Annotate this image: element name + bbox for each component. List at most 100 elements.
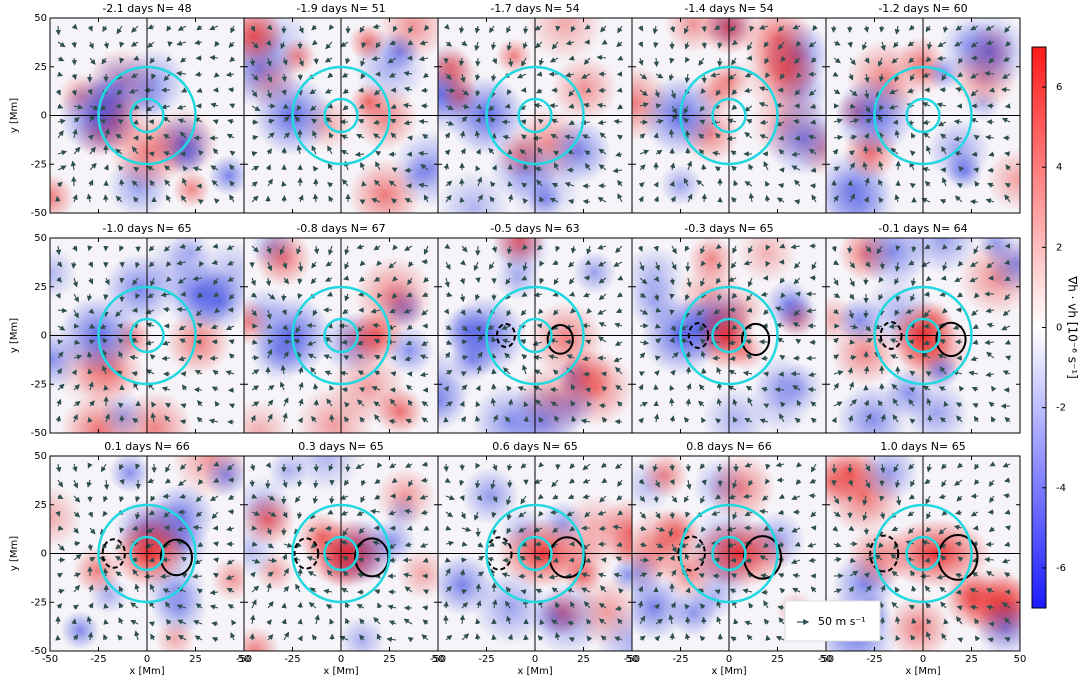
velocity-arrow	[227, 87, 235, 93]
velocity-arrow	[699, 105, 706, 112]
velocity-arrow	[298, 194, 304, 203]
velocity-arrow	[459, 130, 466, 139]
velocity-arrow	[669, 632, 675, 641]
velocity-arrow	[406, 151, 413, 157]
velocity-arrow	[488, 147, 495, 155]
velocity-arrow	[460, 73, 466, 83]
velocity-arrow	[862, 41, 868, 51]
velocity-arrow	[764, 194, 771, 203]
panel-title: 0.6 days N= 65	[492, 440, 577, 453]
velocity-arrow	[670, 89, 676, 100]
velocity-arrow	[229, 103, 236, 109]
velocity-arrow	[926, 145, 932, 155]
y-tick-label: -50	[31, 208, 47, 219]
velocity-arrow	[761, 589, 769, 595]
velocity-arrow	[488, 105, 495, 112]
velocity-arrow	[163, 165, 171, 171]
velocity-arrow	[669, 180, 675, 187]
x-tick-label: 25	[577, 654, 590, 665]
velocity-arrow	[533, 102, 543, 109]
velocity-arrow	[146, 165, 155, 172]
velocity-arrow	[72, 128, 78, 139]
panel-title: -1.2 days N= 60	[878, 2, 967, 15]
velocity-arrow	[1004, 103, 1011, 109]
velocity-arrow	[879, 131, 885, 139]
velocity-arrow	[145, 105, 155, 112]
velocity-arrow	[227, 509, 235, 515]
velocity-arrow	[71, 41, 77, 49]
velocity-arrow	[926, 41, 933, 50]
velocity-arrow	[266, 57, 272, 67]
panel: 0.3 days N= 65-50 -25 0 25 50x [Mm]	[236, 440, 445, 677]
velocity-arrow	[938, 121, 947, 127]
velocity-arrow	[340, 149, 349, 156]
velocity-arrow	[311, 39, 318, 46]
field-blob	[641, 456, 689, 499]
field-blob	[203, 456, 244, 498]
velocity-arrow	[655, 103, 662, 109]
y-tick-label: 0	[41, 331, 47, 342]
velocity-arrow	[833, 40, 841, 46]
velocity-arrow	[166, 194, 172, 203]
velocity-arrow	[879, 261, 885, 270]
velocity-arrow	[538, 57, 545, 66]
velocity-arrow	[879, 25, 885, 33]
velocity-arrow	[759, 119, 769, 126]
velocity-arrow	[424, 24, 430, 31]
velocity-arrow	[87, 88, 93, 95]
velocity-arrow	[418, 150, 429, 157]
velocity-arrow	[179, 131, 187, 139]
velocity-arrow	[911, 245, 917, 253]
velocity-arrow	[832, 148, 839, 155]
velocity-arrow	[357, 119, 365, 125]
velocity-arrow	[57, 118, 66, 125]
velocity-arrow	[133, 166, 140, 173]
velocity-arrow	[162, 493, 171, 499]
velocity-arrow	[551, 41, 559, 50]
velocity-arrow	[422, 72, 429, 79]
velocity-arrow	[177, 118, 187, 124]
velocity-arrow	[313, 399, 319, 407]
velocity-arrow	[808, 89, 817, 96]
velocity-arrow	[104, 128, 110, 139]
panel-title: -1.0 days N= 65	[102, 222, 191, 235]
velocity-arrow	[762, 371, 769, 377]
velocity-arrow	[166, 56, 172, 62]
velocity-arrow	[507, 57, 514, 68]
velocity-arrow	[922, 166, 931, 173]
velocity-arrow	[228, 41, 235, 48]
velocity-arrow	[972, 525, 979, 531]
velocity-arrow	[71, 73, 77, 80]
velocity-arrow	[361, 180, 367, 187]
velocity-arrow	[582, 198, 591, 205]
velocity-arrow	[372, 23, 381, 30]
panel-title: -0.1 days N= 64	[878, 222, 967, 235]
velocity-arrow	[864, 57, 870, 64]
velocity-arrow	[864, 73, 870, 84]
velocity-arrow	[744, 181, 753, 187]
velocity-arrow	[985, 541, 995, 547]
panel: -1.4 days N= 54	[631, 2, 827, 214]
velocity-arrow	[778, 135, 785, 141]
velocity-arrow	[941, 146, 947, 155]
velocity-arrow	[638, 25, 644, 32]
colorbar-tick-label: -6	[1056, 563, 1066, 574]
field-blob	[572, 250, 617, 296]
velocity-arrow	[534, 25, 543, 31]
velocity-arrow	[225, 71, 235, 78]
velocity-arrow	[491, 383, 497, 391]
velocity-arrow	[654, 89, 660, 98]
velocity-arrow	[115, 148, 123, 155]
velocity-arrow	[130, 41, 139, 47]
velocity-arrow	[251, 135, 259, 141]
velocity-arrow	[617, 55, 624, 61]
velocity-arrow	[267, 132, 275, 139]
x-tick-label: 0	[726, 654, 732, 665]
x-tick-label: -25	[672, 654, 688, 665]
velocity-arrow	[909, 150, 916, 157]
y-tick-label: 25	[34, 282, 47, 293]
velocity-arrow	[564, 181, 575, 188]
velocity-arrow	[794, 89, 801, 96]
velocity-arrow	[833, 195, 839, 203]
velocity-arrow	[151, 73, 157, 80]
